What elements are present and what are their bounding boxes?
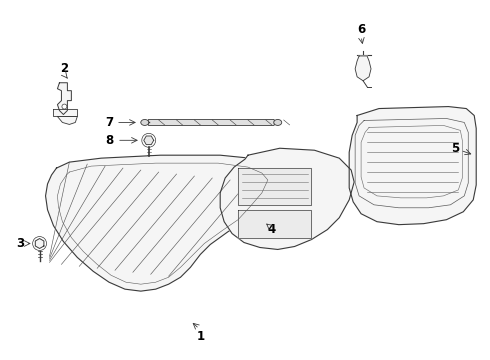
Text: 8: 8 [105,134,113,147]
Polygon shape [57,83,72,114]
Polygon shape [355,56,371,81]
Polygon shape [349,107,476,225]
Text: 7: 7 [105,116,113,129]
FancyBboxPatch shape [148,120,274,125]
Polygon shape [144,136,154,145]
Polygon shape [53,109,77,117]
Text: 5: 5 [451,142,460,155]
Text: 1: 1 [196,330,204,343]
Text: 3: 3 [16,237,24,250]
Text: 6: 6 [357,23,365,36]
Polygon shape [220,148,354,249]
Polygon shape [238,210,312,238]
Ellipse shape [141,120,149,125]
Polygon shape [35,239,44,248]
Polygon shape [46,155,278,291]
Text: 4: 4 [268,223,276,236]
Polygon shape [238,168,312,205]
Ellipse shape [274,120,282,125]
Polygon shape [57,117,77,125]
Circle shape [62,104,67,109]
Text: 2: 2 [60,62,69,75]
